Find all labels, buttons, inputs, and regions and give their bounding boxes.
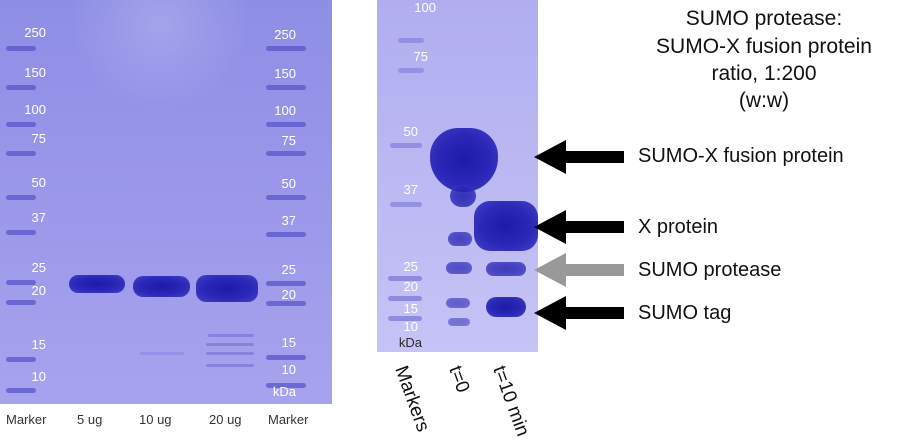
marker-label-kda: kDa [398, 335, 422, 350]
marker-band [390, 202, 422, 207]
band-t0-minor [446, 298, 470, 308]
marker-label-10: 10 [403, 319, 418, 334]
marker-label-right-37: 37 [281, 213, 296, 228]
marker-band [266, 383, 306, 388]
marker-label-100: 100 [414, 0, 436, 15]
band-5ug [69, 275, 125, 293]
band-t0-minor [448, 318, 470, 326]
marker-band [6, 230, 36, 235]
marker-label-left-100: 100 [24, 102, 46, 117]
marker-label-left-150: 150 [24, 65, 46, 80]
title-line-4: (w:w) [738, 89, 790, 112]
arrow-left-icon [534, 296, 624, 330]
marker-label-right-kda: kDa [272, 384, 296, 399]
marker-band [266, 281, 306, 286]
band-t0-minor [446, 262, 472, 274]
marker-label-right-100: 100 [274, 103, 296, 118]
marker-label-left-37: 37 [31, 210, 46, 225]
arrow-left-icon [534, 210, 624, 244]
marker-band [266, 85, 306, 90]
title-line-3: ratio, 1:200 [711, 62, 817, 85]
marker-label-50: 50 [403, 124, 418, 139]
marker-band [6, 151, 36, 156]
marker-label-right-20: 20 [281, 287, 296, 302]
marker-label-15: 15 [403, 301, 418, 316]
marker-band [6, 300, 36, 305]
marker-label-left-10: 10 [31, 369, 46, 384]
marker-label-left-75: 75 [31, 131, 46, 146]
marker-label-left-20: 20 [31, 283, 46, 298]
band-20ug [196, 275, 258, 302]
title-line-1: SUMO protease: [685, 7, 843, 30]
marker-label-left-250: 250 [24, 25, 46, 40]
marker-band [6, 85, 36, 90]
lane-label-20ug: 20 ug [209, 412, 242, 427]
marker-band [388, 296, 422, 301]
marker-label-right-250: 250 [274, 27, 296, 42]
faint-band [206, 364, 254, 367]
band-sumo-tag [486, 297, 526, 317]
lane-label-marker: Marker [6, 412, 47, 427]
lane-label-marker-right: Marker [268, 412, 309, 427]
faint-band [208, 334, 254, 337]
lane-label-5ug: 5 ug [77, 412, 103, 427]
gel-glare [70, 0, 250, 110]
marker-band [6, 195, 36, 200]
annotation-fusion: SUMO-X fusion protein [638, 145, 844, 167]
faint-band [206, 352, 254, 355]
marker-band [266, 232, 306, 237]
marker-label-left-50: 50 [31, 175, 46, 190]
marker-label-right-150: 150 [274, 66, 296, 81]
marker-label-right-10: 10 [281, 362, 296, 377]
marker-band [266, 46, 306, 51]
band-fusion-t0 [430, 128, 498, 192]
marker-label-right-15: 15 [281, 335, 296, 350]
marker-label-right-50: 50 [281, 176, 296, 191]
marker-band [6, 388, 36, 393]
band-sumo-protease [486, 262, 526, 276]
marker-band [6, 46, 36, 51]
band-x-protein [474, 201, 538, 251]
faint-band [140, 352, 184, 355]
band-10ug [133, 276, 190, 297]
marker-band [388, 276, 422, 281]
marker-band [398, 38, 424, 43]
marker-label-75: 75 [413, 49, 428, 64]
marker-label-25: 25 [403, 259, 418, 274]
marker-band [266, 355, 306, 360]
annotation-protease: SUMO protease [638, 259, 782, 281]
faint-band [206, 343, 254, 346]
band-t0-smear [450, 185, 476, 207]
marker-band [6, 357, 36, 362]
annotation-tag: SUMO tag [638, 302, 732, 324]
marker-label-right-75: 75 [281, 133, 296, 148]
marker-band [266, 195, 306, 200]
marker-band [266, 122, 306, 127]
annotation-x-protein: X protein [638, 216, 719, 238]
marker-label-right-25: 25 [281, 262, 296, 277]
lane-label-t10min: t=10 min [488, 363, 534, 440]
marker-band [266, 151, 306, 156]
marker-label-37: 37 [403, 182, 418, 197]
lane-label-t0: t=0 [444, 363, 474, 396]
marker-band [6, 122, 36, 127]
marker-label-left-15: 15 [31, 337, 46, 352]
title-line-2: SUMO-X fusion protein [656, 35, 872, 58]
marker-band [266, 301, 306, 306]
marker-band [6, 280, 36, 285]
lane-label-markers: Markers [390, 363, 434, 435]
arrow-left-icon [534, 140, 624, 174]
left-gel-image [0, 0, 332, 404]
lane-label-10ug: 10 ug [139, 412, 172, 427]
arrow-left-icon [534, 253, 624, 287]
marker-band [398, 68, 424, 73]
marker-label-left-25: 25 [31, 260, 46, 275]
band-t0-minor [448, 232, 472, 246]
marker-label-20: 20 [403, 279, 418, 294]
marker-band [388, 316, 422, 321]
marker-band [390, 143, 422, 148]
